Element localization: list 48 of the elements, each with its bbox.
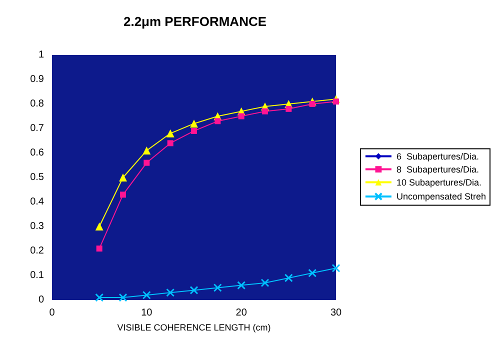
x-tick-label: 20	[236, 308, 248, 318]
point	[214, 118, 221, 124]
point	[308, 268, 317, 278]
point	[238, 113, 244, 120]
point	[166, 288, 175, 297]
point	[191, 128, 197, 134]
x-tick-label: 0	[49, 308, 56, 318]
point	[118, 293, 128, 302]
point	[144, 160, 150, 166]
x-axis-title: VISIBLE COHERENCE LENGTH (cm)	[117, 322, 271, 332]
y-tick-label: 0.7	[30, 123, 44, 134]
legend-label: 6 Subapertures/Dia.	[396, 151, 479, 162]
y-tick-label: 0.5	[30, 172, 44, 183]
y-tick-label: 0.4	[30, 196, 44, 208]
point	[286, 106, 292, 112]
point	[119, 174, 127, 182]
point	[284, 274, 293, 282]
point	[167, 140, 174, 146]
point	[262, 108, 268, 114]
point	[142, 290, 151, 300]
y-tick-label: 0.3	[30, 221, 44, 232]
point	[213, 284, 222, 292]
point	[95, 293, 104, 302]
point	[332, 264, 340, 272]
y-tick-label: 0.2	[30, 246, 44, 256]
y-tick-label: 0.1	[30, 270, 44, 281]
legend-label: 8 Subapertures/Dia.	[396, 164, 479, 174]
y-tick-label: 1	[38, 50, 44, 60]
point	[190, 120, 198, 128]
point	[333, 98, 339, 105]
y-tick-label: 0.8	[30, 98, 44, 110]
chart-title: 2.2μm PERFORMANCE	[123, 14, 267, 29]
point	[120, 192, 126, 198]
y-tick-label: 0	[38, 294, 44, 306]
point	[237, 281, 246, 290]
point	[260, 278, 270, 288]
point	[96, 246, 102, 252]
point	[309, 101, 316, 107]
legend-label: Uncompensated Streh	[396, 192, 486, 202]
legend-label: 10 Subapertures/Dia.	[396, 177, 482, 188]
y-tick-label: 0.9	[30, 74, 44, 85]
point	[95, 222, 104, 230]
point	[190, 286, 198, 294]
point	[142, 146, 151, 155]
y-tick-label: 0.6	[30, 148, 44, 158]
x-tick-label: 10	[141, 308, 153, 318]
x-tick-label: 30	[330, 308, 342, 318]
point	[166, 129, 174, 138]
